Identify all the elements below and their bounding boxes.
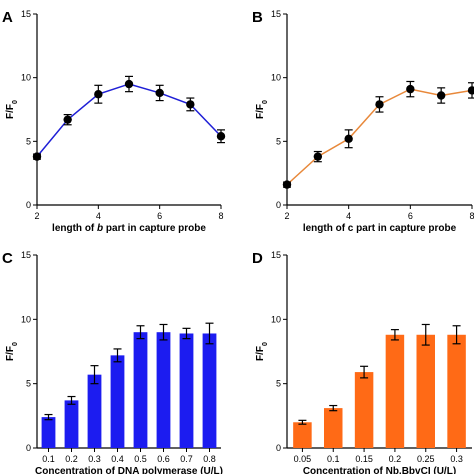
bar (324, 408, 343, 448)
data-point (313, 152, 323, 161)
x-tick-label: 8 (218, 211, 223, 221)
data-point (467, 86, 474, 95)
y-tick-label: 0 (26, 200, 31, 210)
bar (156, 332, 171, 448)
data-point (282, 180, 292, 189)
x-tick-label: 0.1 (42, 454, 55, 464)
x-tick-label: 6 (157, 211, 162, 221)
data-point (186, 100, 195, 109)
panel-letter: D (252, 250, 263, 267)
bar (41, 417, 56, 448)
data-point (94, 90, 103, 99)
y-axis-title-subscript: 0 (262, 100, 269, 104)
x-axis-title: length of b part in capture probe (52, 223, 206, 234)
y-tick-label: 0 (276, 443, 281, 453)
y-tick-label: 10 (271, 314, 281, 324)
x-tick-label: 6 (408, 211, 413, 221)
x-tick-label: 0.5 (134, 454, 147, 464)
bar (416, 334, 435, 448)
x-axis-title: length of c part in capture probe (303, 223, 457, 234)
x-tick-label: 4 (96, 211, 101, 221)
bar (133, 332, 148, 448)
data-point (436, 91, 446, 100)
x-axis-title: Concentration of Nb.BbvCI (U/L) (303, 466, 456, 474)
x-tick-label: 8 (469, 211, 474, 221)
x-axis-title-part: part in capture probe (103, 223, 206, 234)
x-tick-label: 0.4 (111, 454, 124, 464)
x-tick-label: 0.2 (389, 454, 402, 464)
x-axis-title-part: b (97, 223, 103, 234)
bar (179, 333, 194, 448)
x-tick-label: 0.15 (355, 454, 373, 464)
bar (202, 333, 217, 448)
data-point (155, 88, 164, 98)
x-tick-label: 0.8 (203, 454, 216, 464)
data-point (32, 152, 42, 161)
x-tick-label: 0.3 (450, 454, 463, 464)
y-axis-title-subscript: 0 (12, 342, 19, 346)
data-point (216, 132, 226, 141)
bar (64, 400, 79, 448)
data-point (375, 100, 384, 109)
x-tick-label: 0.2 (65, 454, 78, 464)
y-tick-label: 10 (21, 73, 31, 83)
y-tick-label: 5 (26, 136, 31, 146)
x-tick-label: 0.25 (417, 454, 435, 464)
y-axis-title-subscript: 0 (12, 100, 19, 104)
y-tick-label: 0 (276, 200, 281, 210)
y-axis-title-main: F/F (5, 104, 16, 119)
y-axis-title: F/F0 (255, 100, 269, 119)
y-tick-label: 0 (26, 443, 31, 453)
x-axis-title-part: length of (52, 223, 97, 234)
y-tick-label: 15 (21, 250, 31, 260)
x-tick-label: 2 (34, 211, 39, 221)
y-tick-label: 5 (276, 379, 281, 389)
x-axis-title-part: length of c part in capture probe (303, 223, 457, 234)
data-point (406, 84, 415, 94)
bar (87, 374, 102, 448)
y-tick-label: 15 (21, 9, 31, 19)
bar (293, 422, 312, 448)
bar (385, 334, 405, 448)
panel-letter: A (2, 9, 13, 26)
y-axis-title-subscript: 0 (262, 342, 269, 346)
panel-letter: B (252, 9, 263, 26)
x-axis-title-part: Concentration of Nb.BbvCI (U/L) (303, 466, 456, 474)
bar (110, 355, 125, 448)
y-tick-label: 15 (271, 9, 281, 19)
y-axis-title-main: F/F (255, 346, 266, 361)
x-tick-label: 0.6 (157, 454, 170, 464)
data-point (63, 115, 72, 124)
x-tick-label: 2 (284, 211, 289, 221)
data-point (344, 134, 353, 143)
x-tick-label: 4 (346, 211, 351, 221)
x-tick-label: 0.7 (180, 454, 193, 464)
y-axis-title: F/F0 (5, 342, 19, 361)
y-tick-label: 5 (26, 379, 31, 389)
bar (354, 372, 374, 448)
data-point (124, 79, 134, 89)
y-axis-title: F/F0 (255, 342, 269, 361)
y-tick-label: 10 (271, 73, 281, 83)
x-tick-label: 0.05 (294, 454, 312, 464)
panel-letter: C (2, 250, 13, 267)
x-tick-label: 0.1 (327, 454, 340, 464)
y-axis-title-main: F/F (5, 346, 16, 361)
y-tick-label: 5 (276, 136, 281, 146)
x-axis-title-part: Concentration of DNA polymerase (U/L) (35, 466, 223, 474)
x-tick-label: 0.3 (88, 454, 101, 464)
y-axis-title-main: F/F (255, 104, 266, 119)
y-tick-label: 10 (21, 314, 31, 324)
y-tick-label: 15 (271, 250, 281, 260)
x-axis-title: Concentration of DNA polymerase (U/L) (35, 466, 223, 474)
y-axis-title: F/F0 (5, 100, 19, 119)
bar (447, 334, 466, 448)
